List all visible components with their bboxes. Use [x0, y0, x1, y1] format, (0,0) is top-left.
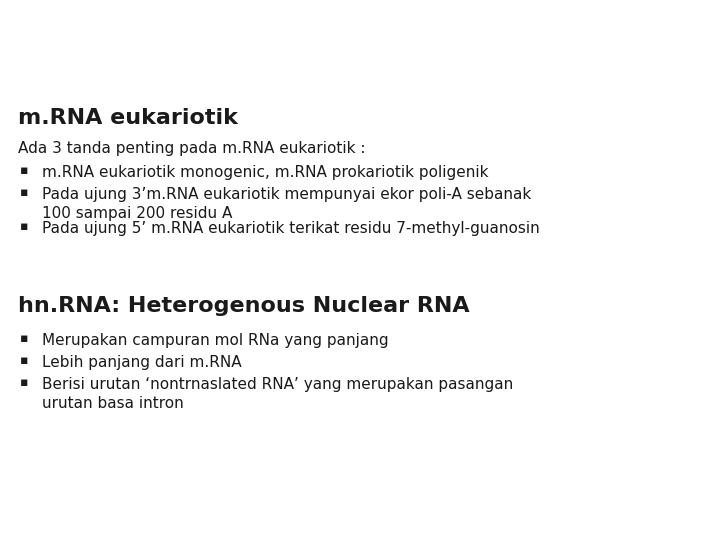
Text: (lanjt.): (lanjt.): [423, 29, 503, 52]
Text: ▪: ▪: [20, 354, 29, 368]
Text: Polymerase RNA: Polymerase RNA: [16, 17, 402, 59]
Text: Berisi urutan ‘nontrnaslated RNA’ yang merupakan pasangan
urutan basa intron: Berisi urutan ‘nontrnaslated RNA’ yang m…: [42, 376, 513, 411]
Text: ▪: ▪: [20, 376, 29, 389]
Text: hn.RNA: Heterogenous Nuclear RNA: hn.RNA: Heterogenous Nuclear RNA: [18, 296, 469, 316]
Text: Lebih panjang dari m.RNA: Lebih panjang dari m.RNA: [42, 354, 242, 369]
Text: ▪: ▪: [20, 220, 29, 233]
Text: Pada ujung 5’ m.RNA eukariotik terikat residu 7-methyl-guanosin: Pada ujung 5’ m.RNA eukariotik terikat r…: [42, 220, 540, 235]
Text: ▪: ▪: [20, 186, 29, 199]
Text: Ada 3 tanda penting pada m.RNA eukariotik :: Ada 3 tanda penting pada m.RNA eukarioti…: [18, 140, 366, 156]
Text: m.RNA eukariotik monogenic, m.RNA prokariotik poligenik: m.RNA eukariotik monogenic, m.RNA prokar…: [42, 165, 488, 179]
Text: Merupakan campuran mol RNa yang panjang: Merupakan campuran mol RNa yang panjang: [42, 333, 389, 348]
Text: ▪: ▪: [20, 165, 29, 178]
Text: m.RNA eukariotik: m.RNA eukariotik: [18, 109, 238, 129]
Text: Pada ujung 3’m.RNA eukariotik mempunyai ekor poli-A sebanak
100 sampai 200 resid: Pada ujung 3’m.RNA eukariotik mempunyai …: [42, 186, 531, 221]
Text: ▪: ▪: [20, 333, 29, 346]
